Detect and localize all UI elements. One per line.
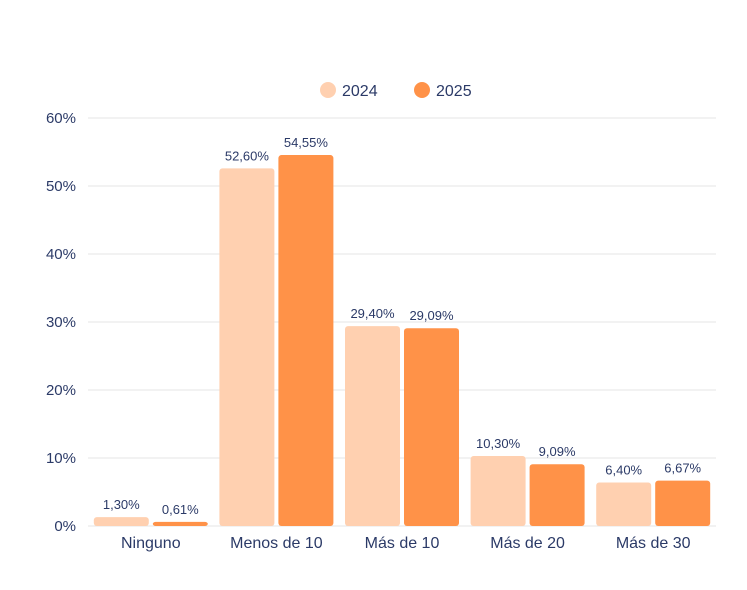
x-category-label: Más de 30 [616, 535, 691, 552]
legend-swatch-2025[interactable] [414, 82, 430, 98]
y-tick-label: 30% [46, 314, 76, 331]
x-category-label: Más de 10 [365, 535, 440, 552]
y-tick-label: 40% [46, 246, 76, 263]
grid-layer [88, 117, 716, 527]
bar-2025-4[interactable] [655, 480, 711, 526]
x-category-label: Más de 20 [490, 535, 565, 552]
data-label: 10,30% [476, 436, 521, 451]
bar-2024-0[interactable] [93, 517, 149, 526]
y-axis: 0% 10% 20% 30% 40% 50% 60% [46, 110, 76, 535]
data-label: 6,40% [605, 462, 642, 477]
bar-2025-1[interactable] [278, 155, 334, 526]
bar-2024-1[interactable] [219, 168, 275, 526]
legend[interactable]: 2024 2025 [320, 82, 472, 100]
data-label: 6,67% [664, 461, 701, 476]
legend-label-2024[interactable]: 2024 [342, 83, 378, 100]
y-tick-label: 60% [46, 110, 76, 127]
y-tick-label: 0% [54, 518, 76, 535]
data-label: 9,09% [539, 444, 576, 459]
bars [93, 155, 711, 526]
y-tick-label: 10% [46, 450, 76, 467]
data-label: 29,09% [409, 308, 454, 323]
legend-swatch-2024[interactable] [320, 82, 336, 98]
legend-label-2025[interactable]: 2025 [436, 83, 472, 100]
bar-2025-3[interactable] [529, 464, 585, 526]
data-labels: 1,30% 0,61% 52,60% 54,55% 29,40% 29,09% 10,30%… [103, 135, 702, 517]
y-tick-label: 50% [46, 178, 76, 195]
data-label: 1,30% [103, 497, 140, 512]
bar-2024-3[interactable] [470, 455, 526, 526]
x-axis: Ninguno Menos de 10 Más de 10 Más de 20 Más … [121, 535, 691, 552]
y-tick-label: 20% [46, 382, 76, 399]
bar-2024-2[interactable] [345, 326, 400, 526]
bar-2024-4[interactable] [596, 482, 652, 526]
data-label: 54,55% [284, 135, 329, 150]
data-label: 0,61% [162, 502, 199, 517]
bar-2025-2[interactable] [404, 328, 459, 526]
data-label: 52,60% [225, 148, 270, 163]
bar-2025-0[interactable] [152, 521, 208, 526]
data-label: 29,40% [350, 306, 395, 321]
x-category-label: Menos de 10 [230, 535, 323, 552]
x-category-label: Ninguno [121, 535, 181, 552]
